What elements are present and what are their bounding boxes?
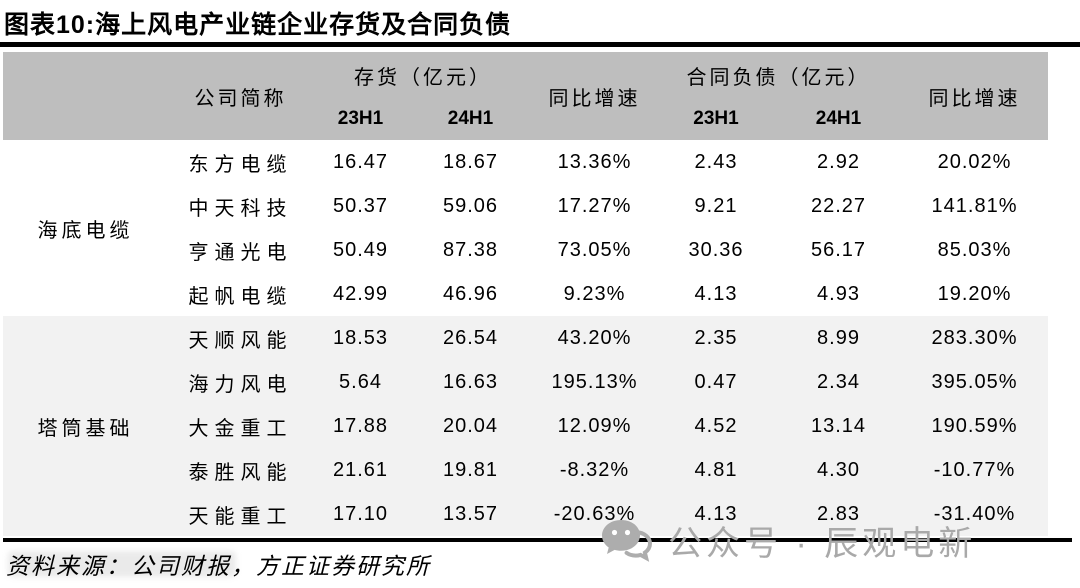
header-cl-24h1: 24H1 xyxy=(776,98,901,140)
cell-cl-23h1: 4.13 xyxy=(656,492,776,536)
cell-cl-yoy: -10.77% xyxy=(901,448,1048,492)
bottom-rule xyxy=(3,538,1072,542)
cell-cl-24h1: 22.27 xyxy=(810,194,867,217)
cell-inv-yoy: 9.23% xyxy=(563,282,626,305)
cell-company: 天顺风能 xyxy=(168,316,313,360)
table-row: 塔筒基础 天顺风能 18.53 26.54 43.20% 2.35 8.99 2… xyxy=(3,316,1048,536)
header-liability-group: 合同负债（亿元） xyxy=(656,52,901,98)
cell-cl-24h1: 2.92 xyxy=(817,150,860,173)
header-inv-23h1: 23H1 xyxy=(313,98,408,140)
cell-company: 泰胜风能 xyxy=(168,448,313,492)
cell-cl-24h1: 8.99 xyxy=(776,316,901,360)
header-company: 公司简称 xyxy=(168,52,313,140)
cell-company: 天能重工 xyxy=(168,492,313,536)
table-row: 海底电缆 东方电缆 16.47 18.67 13.36% 2.43 2.92 2… xyxy=(3,140,1048,242)
cell-cl-24h1: 13.14 xyxy=(776,404,901,448)
cell-cl-23h1: 2.43 xyxy=(694,150,738,173)
header-inv-24h1: 24H1 xyxy=(408,98,533,140)
table-row: 泰胜风能 21.61 19.81 -8.32% 4.81 4.30 -10.77… xyxy=(3,448,1048,492)
header-cl-23h1: 23H1 xyxy=(656,98,776,140)
faint-background-watermark xyxy=(8,551,236,577)
table-row: 大金重工 17.88 20.04 12.09% 4.52 13.14 190.5… xyxy=(3,404,1048,448)
cell-inv-yoy: 12.09% xyxy=(533,404,656,448)
cell-cl-yoy: 85.03% xyxy=(937,238,1012,261)
group-label-submarine-cable: 海底电缆 xyxy=(37,219,134,242)
cell-inv-yoy: 43.20% xyxy=(533,316,656,360)
cell-company: 东方电缆 xyxy=(188,153,293,176)
cell-inv-23h1: 16.47 xyxy=(332,150,389,173)
cell-inv-24h1: 20.04 xyxy=(408,404,533,448)
cell-inv-23h1: 21.61 xyxy=(313,448,408,492)
header-yoy-inventory: 同比增速 xyxy=(533,52,656,140)
cell-inv-24h1: 16.63 xyxy=(408,360,533,404)
wechat-watermark-text: 公众号 · 辰观电新 xyxy=(668,525,977,563)
table-row: 天能重工 17.10 13.57 -20.63% 4.13 2.83 -31.4… xyxy=(3,492,1048,536)
cell-cl-23h1: 9.21 xyxy=(694,194,738,217)
cell-inv-24h1: 18.67 xyxy=(442,150,499,173)
cell-inv-24h1: 87.38 xyxy=(442,238,499,261)
cell-inv-yoy: 195.13% xyxy=(533,360,656,404)
cell-cl-23h1: 4.52 xyxy=(656,404,776,448)
cell-cl-yoy: 19.20% xyxy=(937,282,1012,305)
data-table: 公司简称 存货（亿元） 同比增速 合同负债（亿元） 同比增速 23H1 24H1… xyxy=(3,52,1048,536)
cell-inv-yoy: -20.63% xyxy=(533,492,656,536)
cell-cl-24h1: 4.93 xyxy=(817,282,860,305)
header-corner-blank xyxy=(3,52,168,140)
cell-cl-23h1: 0.47 xyxy=(656,360,776,404)
cell-cl-yoy: 20.02% xyxy=(937,150,1012,173)
cell-cl-yoy: 283.30% xyxy=(901,316,1048,360)
cell-cl-24h1: 2.34 xyxy=(776,360,901,404)
header-yoy-liability: 同比增速 xyxy=(901,52,1048,140)
cell-cl-24h1: 56.17 xyxy=(810,238,867,261)
cell-cl-23h1: 4.13 xyxy=(694,282,738,305)
cell-inv-24h1: 59.06 xyxy=(442,194,499,217)
cell-inv-23h1: 50.37 xyxy=(332,194,389,217)
cell-cl-24h1: 2.83 xyxy=(776,492,901,536)
table-row: 中天科技 50.37 59.06 17.27% 9.21 22.27 141.8… xyxy=(3,184,1048,228)
cell-company: 中天科技 xyxy=(188,197,293,220)
table-row: 亨通光电 50.49 87.38 73.05% 30.36 56.17 85.0… xyxy=(3,228,1048,272)
cell-inv-yoy: -8.32% xyxy=(533,448,656,492)
figure-title: 图表10:海上风电产业链企业存货及合同负债 xyxy=(4,11,512,39)
cell-cl-24h1: 4.30 xyxy=(776,448,901,492)
cell-company: 海力风电 xyxy=(168,360,313,404)
cell-inv-23h1: 42.99 xyxy=(332,282,389,305)
top-rule xyxy=(0,42,1080,47)
cell-cl-yoy: 141.81% xyxy=(931,194,1018,217)
cell-company: 亨通光电 xyxy=(188,241,293,264)
table-row: 海力风电 5.64 16.63 195.13% 0.47 2.34 395.05… xyxy=(3,360,1048,404)
cell-cl-yoy: 190.59% xyxy=(901,404,1048,448)
cell-inv-24h1: 46.96 xyxy=(442,282,499,305)
cell-cl-yoy: -31.40% xyxy=(901,492,1048,536)
cell-inv-24h1: 19.81 xyxy=(408,448,533,492)
cell-inv-yoy: 73.05% xyxy=(557,238,632,261)
cell-cl-yoy: 395.05% xyxy=(901,360,1048,404)
cell-inv-23h1: 17.88 xyxy=(313,404,408,448)
wechat-watermark: 公众号 · 辰观电新 xyxy=(600,516,976,565)
cell-inv-24h1: 13.57 xyxy=(408,492,533,536)
cell-company: 大金重工 xyxy=(168,404,313,448)
cell-inv-yoy: 13.36% xyxy=(557,150,632,173)
header-inventory-group: 存货（亿元） xyxy=(313,52,533,98)
cell-inv-23h1: 5.64 xyxy=(313,360,408,404)
cell-company: 起帆电缆 xyxy=(188,285,293,308)
cell-inv-23h1: 18.53 xyxy=(313,316,408,360)
cell-inv-23h1: 50.49 xyxy=(332,238,389,261)
table-row: 起帆电缆 42.99 46.96 9.23% 4.13 4.93 19.20% xyxy=(3,272,1048,316)
cell-inv-23h1: 17.10 xyxy=(313,492,408,536)
cell-inv-24h1: 26.54 xyxy=(408,316,533,360)
cell-cl-23h1: 4.81 xyxy=(656,448,776,492)
wechat-icon xyxy=(602,519,652,562)
cell-cl-23h1: 30.36 xyxy=(688,238,744,261)
source-note: 资料来源：公司财报，方正证券研究所 xyxy=(6,554,431,579)
cell-cl-23h1: 2.35 xyxy=(656,316,776,360)
group-label-tower-foundation: 塔筒基础 xyxy=(3,316,168,536)
table-header: 公司简称 存货（亿元） 同比增速 合同负债（亿元） 同比增速 23H1 24H1… xyxy=(3,52,1048,140)
cell-inv-yoy: 17.27% xyxy=(557,194,632,217)
